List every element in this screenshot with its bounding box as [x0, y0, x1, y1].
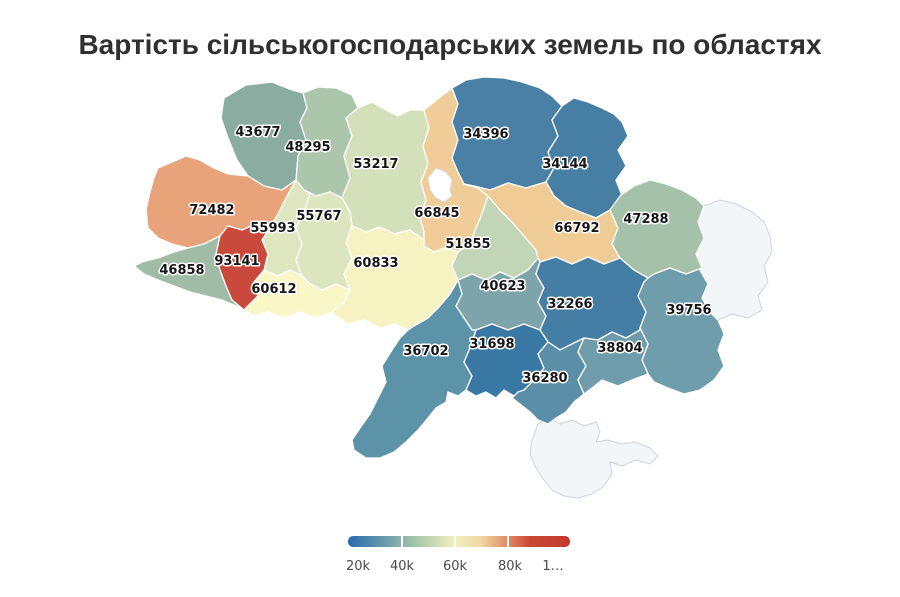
value-label-mykolaiv: 31698	[469, 337, 514, 352]
legend-divider-60k	[454, 535, 456, 548]
value-label-ternopil: 55993	[250, 221, 295, 236]
value-label-kirovohrad: 40623	[480, 279, 525, 294]
value-label-volyn: 43677	[235, 125, 280, 140]
legend-gradient-bar	[348, 536, 570, 547]
region-value-labels: 43677 48295 53217 66845 34396 34144 7248…	[158, 124, 713, 388]
value-label-kharkiv: 47288	[623, 212, 668, 227]
legend-tick-80k: 80k	[498, 559, 523, 574]
value-label-vinnytsia: 60833	[353, 256, 398, 271]
value-label-cherkasy: 51855	[445, 237, 490, 252]
legend-tick-40k: 40k	[390, 559, 415, 574]
region-crimea[interactable]	[529, 417, 659, 499]
value-label-kyiv-oblast: 66845	[414, 206, 459, 221]
value-label-dnipropetrovsk: 32266	[547, 297, 592, 312]
value-label-rivne: 48295	[285, 140, 330, 155]
value-label-chernihiv: 34396	[463, 127, 508, 142]
map-regions	[133, 76, 773, 499]
legend-tick-100k-truncated: 1…	[542, 559, 563, 574]
legend-tick-60k: 60k	[443, 559, 468, 574]
value-label-zhytomyr: 53217	[353, 157, 398, 172]
value-label-lviv: 72482	[189, 203, 234, 218]
color-legend: 20k 40k 60k 80k 1…	[346, 535, 570, 574]
region-kyiv-city-hole	[427, 167, 453, 203]
value-label-zaporizhzhia: 38804	[597, 341, 642, 356]
value-label-ivano-frankivsk: 93141	[214, 254, 259, 269]
chart-title: Вартість сільськогосподарських земель по…	[78, 29, 822, 60]
value-label-sumy: 34144	[542, 157, 587, 172]
legend-divider-80k	[507, 535, 509, 548]
value-label-kherson: 36280	[522, 371, 567, 386]
region-chernivtsi[interactable]	[243, 269, 351, 319]
value-label-donetsk: 39756	[666, 303, 711, 318]
value-label-chernivtsi: 60612	[251, 282, 296, 297]
value-label-zakarpattia: 46858	[159, 263, 204, 278]
region-odesa[interactable]	[351, 279, 477, 459]
value-label-odesa: 36702	[403, 344, 448, 359]
region-zaporizhzhia[interactable]	[577, 327, 649, 395]
region-luhansk[interactable]	[695, 199, 773, 321]
legend-divider-40k	[401, 535, 403, 548]
legend-tick-20k: 20k	[346, 559, 371, 574]
value-label-khmelnytskyi: 55767	[296, 209, 341, 224]
value-label-poltava: 66792	[554, 221, 599, 236]
